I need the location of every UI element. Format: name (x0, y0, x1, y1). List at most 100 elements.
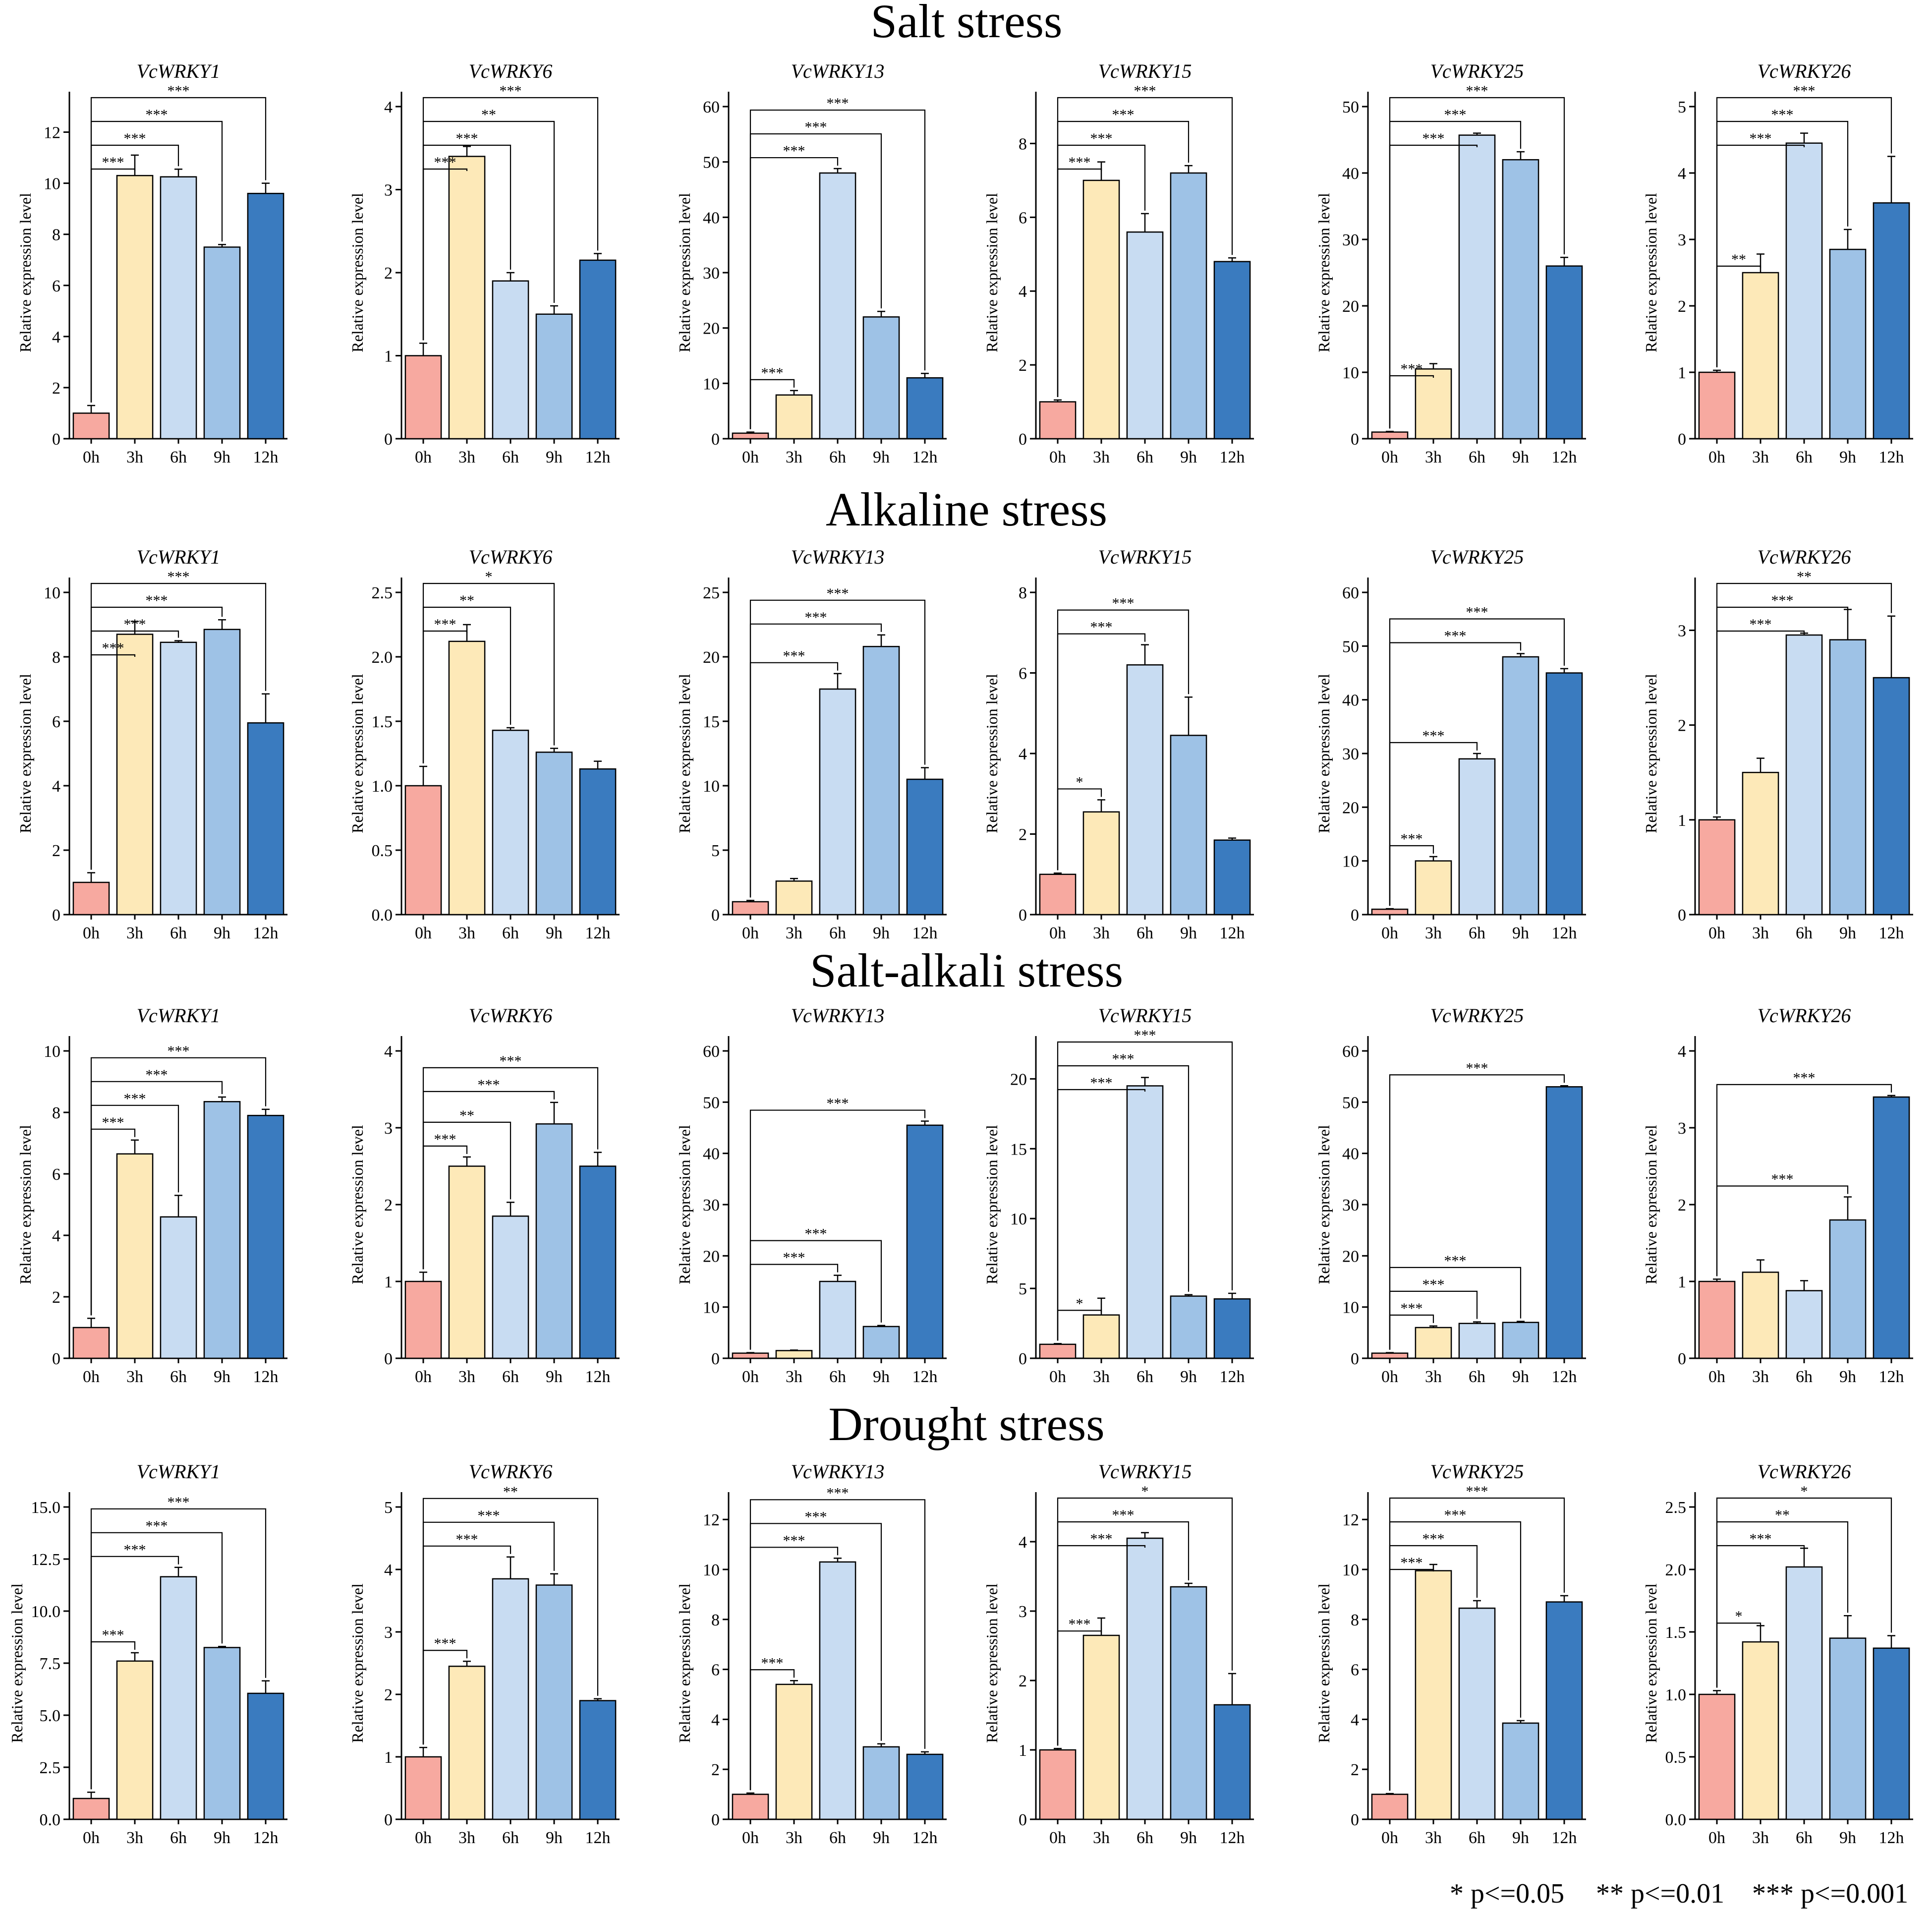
bar-6h (1126, 231, 1164, 440)
x-tick-label: 0h (415, 1829, 432, 1847)
bar-3h (116, 634, 154, 916)
x-tick-label: 9h (214, 1368, 230, 1386)
bar-9h (203, 1101, 241, 1359)
bar-9h (1829, 248, 1867, 440)
significance-label: ** (459, 1107, 474, 1124)
x-tick-label: 3h (786, 1368, 802, 1386)
x-tick-label: 0h (742, 1368, 759, 1386)
y-axis-label: Relative expression level (983, 1125, 1001, 1284)
row-title: Alkaline stress (826, 483, 1107, 536)
bar-6h (1785, 1290, 1823, 1359)
y-tick-label: 20 (1010, 1070, 1027, 1089)
y-tick-label: 12 (44, 124, 60, 142)
panel-vcwrky25: VcWRKY25 0 2 4 6 8 10 12 Relative expression lev… (1315, 1460, 1586, 1847)
bar-0h (1039, 1343, 1077, 1359)
x-tick-label: 6h (1136, 924, 1153, 942)
significance-bracket (1057, 609, 1190, 870)
y-tick-label: 0 (52, 430, 60, 449)
y-axis-label: Relative expression level (983, 193, 1001, 352)
y-tick-label: 0 (52, 1350, 60, 1368)
x-tick-label: 3h (1425, 1368, 1442, 1386)
x-tick-label: 0h (83, 1829, 100, 1847)
bar-3h (775, 394, 813, 440)
significance-label: *** (805, 1226, 827, 1242)
y-tick-label: 0 (1019, 1350, 1027, 1368)
significance-bracket (1716, 1185, 1849, 1276)
significance-label: ** (1775, 1507, 1790, 1523)
x-tick-label: 6h (1136, 448, 1153, 466)
row-2: Salt-alkali stressVcWRKY10246810Relative… (16, 944, 1913, 1386)
significance-label: *** (1134, 1027, 1156, 1043)
gene-title: VcWRKY15 (1098, 546, 1192, 568)
bar-6h (819, 1280, 856, 1359)
x-tick-label: 6h (502, 924, 519, 942)
y-tick-label: 30 (1342, 1196, 1359, 1215)
legend-p01: ** p<=0.01 (1596, 1878, 1724, 1909)
bar-9h (1170, 735, 1207, 916)
significance-bracket (749, 599, 926, 898)
x-tick-label: 3h (126, 1368, 143, 1386)
bar-0h (404, 1280, 442, 1359)
bar-12h (906, 1753, 944, 1820)
y-tick-label: 0 (1678, 906, 1686, 925)
significance-bracket (749, 623, 882, 898)
bar-12h (579, 259, 617, 440)
x-tick-label: 9h (1180, 1368, 1197, 1386)
bar-3h (1742, 1272, 1779, 1359)
bar-9h (535, 752, 573, 916)
y-tick-label: 0 (1351, 906, 1359, 925)
bar-0h (404, 785, 442, 916)
significance-bracket (749, 1109, 926, 1350)
y-tick-label: 2 (52, 379, 60, 398)
x-tick-label: 0h (1381, 1829, 1398, 1847)
y-tick-label: 15 (703, 713, 720, 731)
y-tick-label: 1.5 (1665, 1623, 1687, 1642)
x-tick-label: 6h (829, 1829, 846, 1847)
y-tick-label: 10 (44, 584, 60, 602)
x-tick-label: 3h (1752, 924, 1769, 942)
x-tick-label: 9h (1839, 1829, 1856, 1847)
bar-12h (247, 1114, 284, 1359)
bar-6h (160, 176, 197, 440)
bar-9h (862, 1746, 900, 1820)
y-axis-label: Relative expression level (348, 1583, 366, 1743)
x-tick-label: 12h (253, 1829, 279, 1847)
panel-vcwrky6: VcWRKY6 0 1 2 3 4 Relative expression level 0h 3… (348, 1004, 620, 1386)
y-axis-label: Relative expression level (1315, 193, 1333, 352)
bar-9h (1829, 1219, 1867, 1359)
bar-6h (1785, 142, 1823, 440)
x-tick-label: 9h (873, 1829, 890, 1847)
bar-0h (1698, 819, 1736, 916)
x-tick-label: 0h (1049, 924, 1066, 942)
significance-label: *** (827, 1096, 849, 1112)
y-axis-label: Relative expression level (1315, 1125, 1333, 1284)
y-tick-label: 50 (1342, 637, 1359, 656)
y-tick-label: 4 (1019, 745, 1027, 763)
x-tick-label: 6h (170, 1829, 187, 1847)
panel-vcwrky25: VcWRKY25 0 10 20 30 40 50 Relative expression l… (1315, 60, 1586, 466)
y-tick-label: 6 (1351, 1661, 1359, 1680)
significance-label: *** (827, 1485, 849, 1501)
significance-label: *** (1422, 1531, 1445, 1547)
bar-6h (492, 1578, 529, 1820)
gene-title: VcWRKY25 (1430, 60, 1524, 82)
y-axis-label: Relative expression level (1315, 674, 1333, 833)
significance-bracket (1057, 1521, 1190, 1746)
x-tick-label: 3h (1752, 1368, 1769, 1386)
bar-9h (1502, 1322, 1539, 1359)
x-tick-label: 6h (1469, 1829, 1485, 1847)
significance-label: *** (456, 130, 478, 147)
y-tick-label: 12.5 (31, 1551, 61, 1569)
bar-0h (1371, 1352, 1409, 1359)
significance-bracket (1389, 1074, 1565, 1350)
x-tick-label: 9h (214, 448, 230, 466)
y-tick-label: 60 (1342, 584, 1359, 602)
x-tick-label: 6h (502, 1829, 519, 1847)
x-tick-label: 12h (253, 448, 279, 466)
y-tick-label: 2 (384, 264, 393, 283)
bar-12h (1545, 672, 1583, 916)
x-tick-label: 12h (1220, 924, 1245, 942)
x-tick-label: 3h (458, 448, 475, 466)
gene-title: VcWRKY25 (1430, 546, 1524, 568)
x-tick-label: 0h (415, 924, 432, 942)
